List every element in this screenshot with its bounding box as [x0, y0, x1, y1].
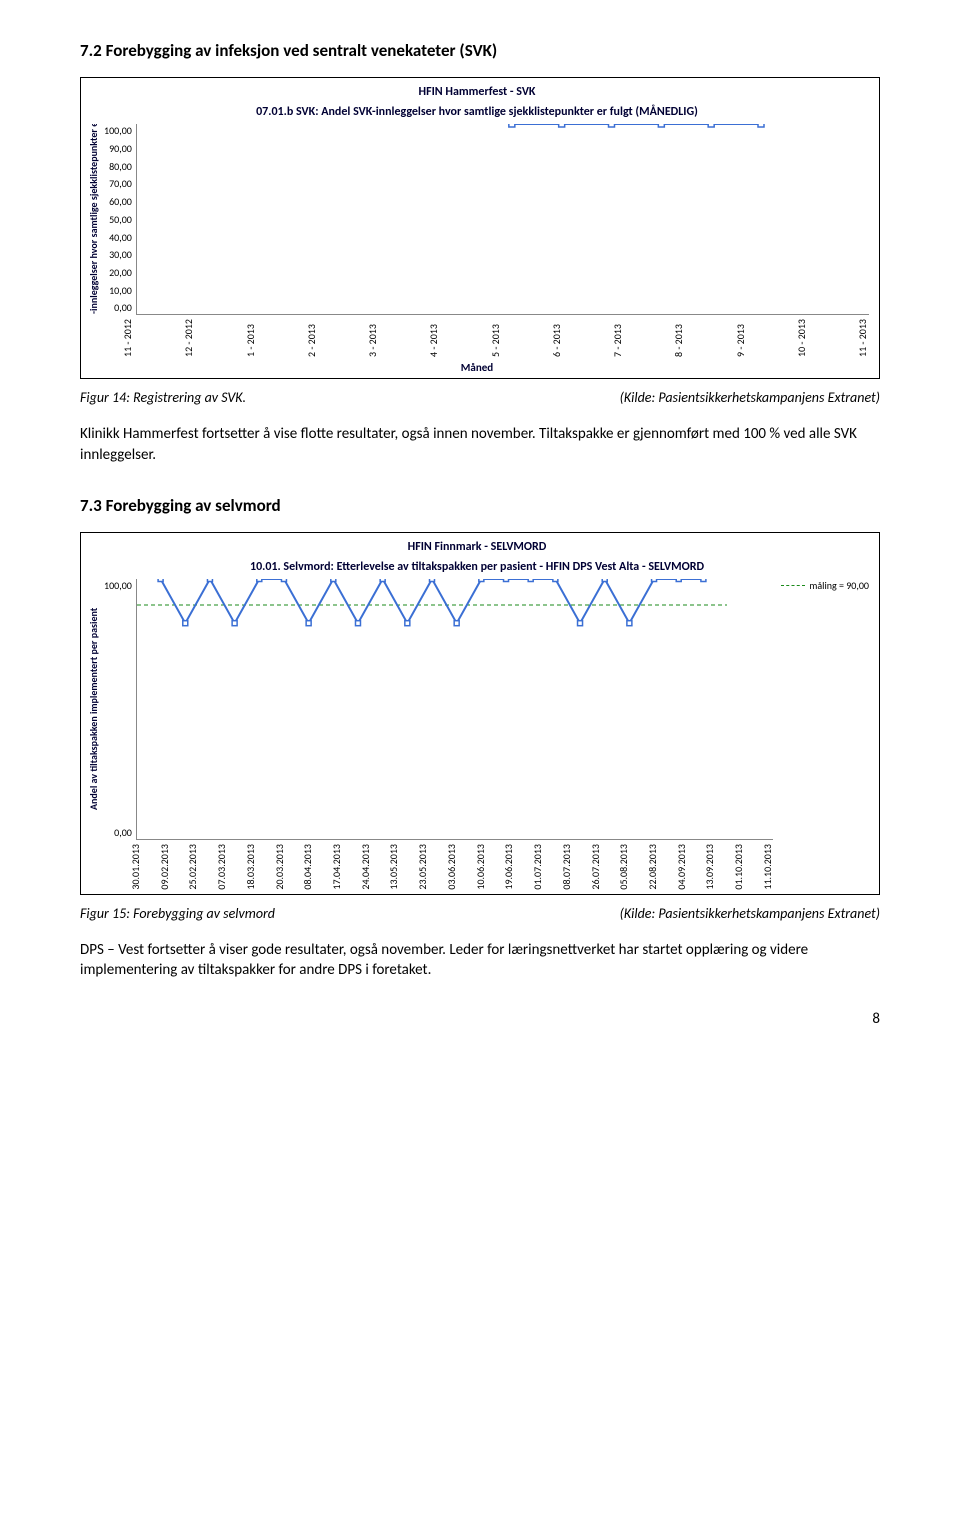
chart-2-ylabel: Andel av tiltakspakken implementert per …	[85, 579, 102, 839]
figure-14-source: (Kilde: Pasientsikkerhetskampanjens Extr…	[620, 389, 880, 406]
chart-1-title: 07.01.b SVK: Andel SVK-innleggelser hvor…	[85, 104, 869, 120]
chart-2-xticks: 30.01.201309.02.201325.02.201307.03.2013…	[129, 844, 869, 890]
chart-1-xticks: 11 - 201212 - 20121 - 20132 - 20133 - 20…	[121, 319, 869, 357]
page-number: 8	[80, 1010, 880, 1028]
section-1-body: Klinikk Hammerfest fortsetter å vise flo…	[80, 424, 880, 465]
figure-14-caption: Figur 14: Registrering av SVK.	[80, 389, 246, 406]
section-heading-1: 7.2 Forebygging av infeksjon ved sentral…	[80, 40, 880, 61]
chart-1-plot	[136, 124, 869, 315]
figure-15-source: (Kilde: Pasientsikkerhetskampanjens Extr…	[620, 905, 880, 922]
section-2-body: DPS – Vest fortsetter å viser gode resul…	[80, 940, 880, 981]
chart-1-yticks: 100,0090,0080,0070,0060,0050,0040,0030,0…	[102, 124, 136, 314]
chart-1-xlabel: Måned	[85, 361, 869, 374]
chart-1-ylabel: -innleggelser hvor samtlige sjekklistepu…	[85, 124, 102, 314]
chart-1-box: HFIN Hammerfest - SVK 07.01.b SVK: Andel…	[80, 77, 880, 379]
chart-2-supertitle: HFIN Finnmark - SELVMORD	[85, 539, 869, 555]
chart-2-title: 10.01. Selvmord: Etterlevelse av tiltaks…	[85, 559, 869, 575]
figure-15-caption: Figur 15: Forebygging av selvmord	[80, 905, 275, 922]
chart-1-supertitle: HFIN Hammerfest - SVK	[85, 84, 869, 100]
section-heading-2: 7.3 Forebygging av selvmord	[80, 495, 880, 516]
chart-2-legend: måling = 90,00	[773, 579, 869, 840]
chart-2-plot	[136, 579, 774, 840]
chart-2-yticks: 100,000,00	[102, 579, 136, 839]
chart-2-box: HFIN Finnmark - SELVMORD 10.01. Selvmord…	[80, 532, 880, 895]
